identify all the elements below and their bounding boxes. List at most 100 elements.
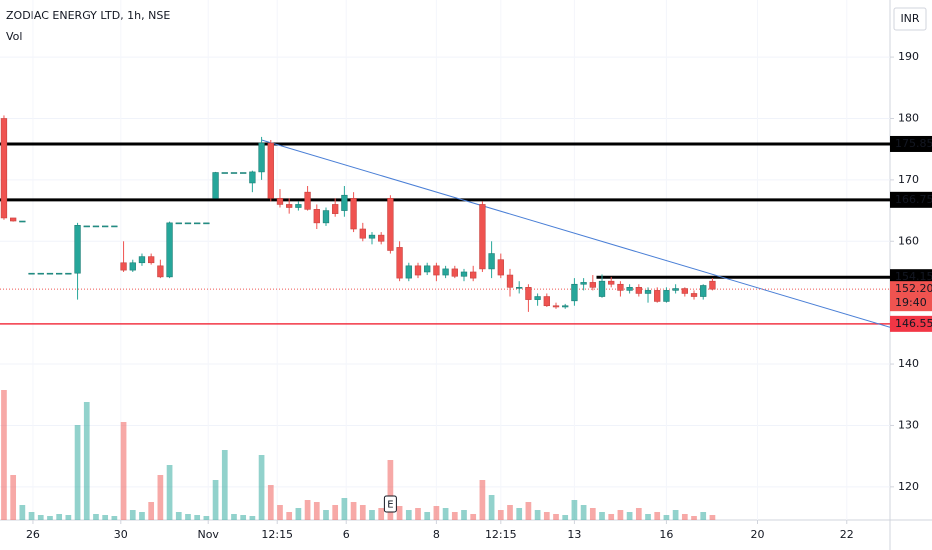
volume-bar [672,510,679,520]
candle-body [221,172,228,174]
volume-bar [442,508,449,520]
candle-body [580,282,587,285]
candle-body [644,290,652,294]
candle-body [249,171,256,184]
event-marker-box [383,495,397,513]
volume-bar [470,514,477,520]
volume-bar [599,512,605,520]
volume-bar [10,475,17,520]
x-tick-label: 6 [343,528,350,541]
volume-bar [249,516,256,520]
volume-bar [387,460,394,520]
volume-bar [332,505,339,520]
candle-body [396,247,403,279]
y-tick-label: 120 [898,480,919,493]
volume-bar [626,512,633,520]
volume-bar [74,425,81,520]
candle-body [332,204,339,214]
candle-body [470,271,477,279]
candle-body [414,265,422,276]
x-tick-label: 13 [567,528,581,541]
volume-bar [37,515,44,520]
volume-bar [194,515,201,520]
volume-bar [111,516,118,520]
y-tick-label: 130 [898,418,919,431]
volume-bar [405,510,412,520]
candle-body [552,305,560,308]
candle-body [194,222,201,225]
volume-bar [240,515,247,520]
x-tick-label: 26 [26,528,40,541]
volume-bar [277,505,283,520]
volume-bar [175,512,182,520]
x-tick-label: Nov [197,528,219,541]
volume-bar [617,510,624,520]
level-label: 154.15 [895,270,932,283]
level-label: 166.75 [895,193,932,206]
candle-body [635,287,642,294]
candle-body [681,288,688,294]
candle-body [19,220,26,223]
volume-bar [19,505,26,520]
candle-body [56,272,63,275]
volume-bar [212,480,219,520]
candle-body [368,234,376,239]
volume-bar [534,510,541,520]
candle-body [74,225,81,274]
candle-body [10,217,17,222]
volume-bar [369,510,375,520]
volume-bar [562,515,569,520]
volume-bar [654,512,661,520]
level-label-box [890,135,932,152]
candle-body [166,222,173,278]
trend-line [261,139,891,328]
candle-body [700,285,707,297]
volume-bar [635,508,642,520]
candle-body [129,262,136,271]
candle-body [525,287,532,300]
volume-bar [157,475,164,520]
candle-body [28,272,35,275]
candle-body [479,204,486,270]
y-tick-label: 160 [898,234,919,247]
volume-bar [700,512,707,520]
volume-bar [681,514,688,520]
volume-bar [525,502,532,520]
volume-bar [313,502,320,520]
volume-bar [516,508,523,520]
level-label-box [890,191,932,208]
candle-body [212,172,219,199]
candle-body [157,265,164,278]
x-tick-label: 8 [433,528,440,541]
last-price-label-box [890,281,932,312]
candle-body [359,228,366,239]
candle-body [460,271,468,277]
y-tick-label: 140 [898,357,919,370]
volume-bar [433,506,440,520]
volume-bar [56,514,63,520]
candle-body [65,272,72,275]
level-label-box [890,315,932,332]
candle-body [543,296,550,307]
candle-body [598,280,606,297]
volume-bar [424,512,431,520]
level-label: 175.85 [895,137,932,150]
volume-bar [102,515,109,520]
candle-body [322,210,330,224]
candle-body [589,282,596,288]
candle-body [313,209,320,224]
candle-body [120,262,127,271]
currency[interactable]: INR [900,12,919,25]
currency-box[interactable] [893,7,927,31]
x-tick-label: 30 [114,528,128,541]
candle-body [626,287,633,291]
volume-bar [203,516,210,520]
candle-body [442,268,449,276]
volume-bar [645,514,651,520]
volume-bar [691,516,697,520]
volume-bar [580,505,587,520]
candle-body [516,287,523,289]
candle-body [258,142,265,173]
candle-body [571,283,578,302]
candle-body [608,280,615,285]
